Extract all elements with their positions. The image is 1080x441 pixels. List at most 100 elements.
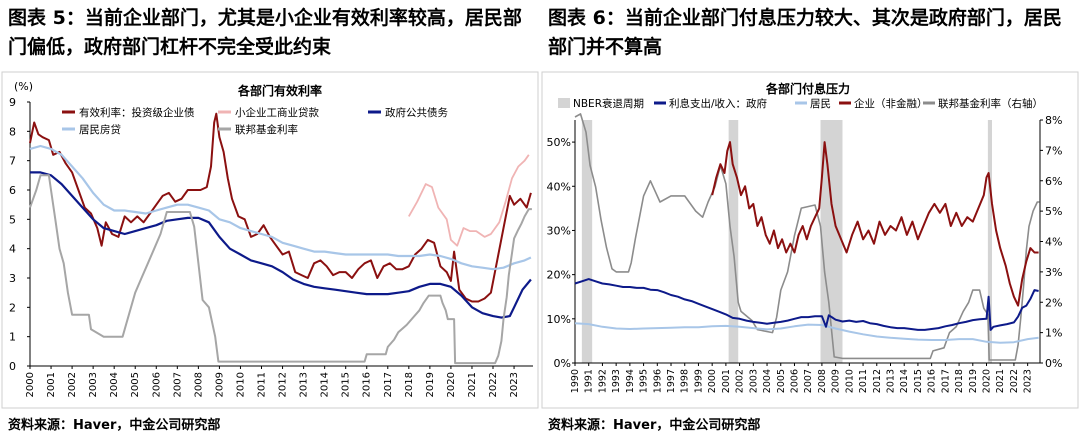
x-tick-label: 2016 bbox=[362, 372, 373, 397]
x-tick-label: 1992 bbox=[597, 369, 608, 393]
x-tick-label: 2018 bbox=[954, 369, 965, 393]
x-tick-label: 2022 bbox=[488, 372, 499, 397]
x-tick-label: 1996 bbox=[652, 369, 663, 393]
series-line bbox=[711, 141, 1039, 307]
y-tick-label: 0 bbox=[9, 360, 16, 373]
y-tick-label: 3 bbox=[9, 272, 16, 285]
x-tick-label: 2021 bbox=[995, 369, 1006, 393]
x-tick-label: 1994 bbox=[625, 369, 636, 393]
figure-6-title: 图表 6：当前企业部门付息压力较大、其次是政府部门，居民部门并不算高 bbox=[548, 7, 1062, 58]
x-tick-label: 2006 bbox=[789, 369, 800, 393]
x-tick-label: 2002 bbox=[735, 369, 746, 393]
x-tick-label: 2001 bbox=[46, 372, 57, 397]
x-tick-label: 2011 bbox=[257, 372, 268, 397]
legend-label: 联邦基金利率 bbox=[235, 123, 298, 136]
recession-band bbox=[820, 120, 843, 363]
x-tick-label: 2013 bbox=[885, 369, 896, 393]
recession-band bbox=[987, 120, 992, 363]
chart-2-title: 各部门付息压力 bbox=[765, 81, 850, 96]
right-tick-label: 7% bbox=[1045, 144, 1062, 157]
y-tick-label: 5 bbox=[9, 213, 16, 226]
left-tick-label: 0% bbox=[554, 357, 571, 370]
x-tick-label: 2005 bbox=[776, 369, 787, 393]
x-tick-label: 1993 bbox=[611, 369, 622, 393]
x-tick-label: 2015 bbox=[913, 369, 924, 393]
y-tick-label: 8 bbox=[9, 125, 16, 138]
chart-1-frame bbox=[1, 71, 539, 409]
y-tick-label: 7 bbox=[9, 155, 16, 168]
legend-label: 企业（非金融） bbox=[854, 97, 928, 110]
x-tick-label: 1999 bbox=[693, 369, 704, 393]
x-tick-label: 2012 bbox=[278, 372, 289, 397]
x-tick-label: 2012 bbox=[872, 369, 883, 393]
y-axis-unit-label: (%) bbox=[14, 80, 33, 93]
x-tick-label: 2001 bbox=[721, 369, 732, 393]
legend-label: 有效利率：投资级企业债 bbox=[79, 106, 195, 119]
x-tick-label: 2009 bbox=[831, 369, 842, 393]
right-tick-label: 4% bbox=[1045, 236, 1062, 249]
legend-label: NBER衰退周期 bbox=[573, 97, 644, 110]
right-tick-label: 0% bbox=[1045, 357, 1062, 370]
x-tick-label: 2022 bbox=[1009, 369, 1020, 393]
x-tick-label: 1990 bbox=[570, 369, 581, 393]
legend-label: 居民 bbox=[810, 98, 831, 110]
x-tick-label: 2004 bbox=[109, 372, 120, 397]
legend-label: 小企业工商业贷款 bbox=[235, 106, 319, 119]
x-tick-label: 2003 bbox=[748, 369, 759, 393]
x-tick-label: 2010 bbox=[235, 372, 246, 397]
x-tick-label: 1997 bbox=[666, 369, 677, 393]
x-tick-label: 2008 bbox=[817, 369, 828, 393]
x-tick-label: 2004 bbox=[762, 369, 773, 393]
y-tick-label: 2 bbox=[9, 301, 16, 314]
x-tick-label: 2020 bbox=[982, 369, 993, 393]
x-tick-label: 1998 bbox=[680, 369, 691, 393]
x-tick-label: 2019 bbox=[968, 369, 979, 393]
legend-label: 政府公共债务 bbox=[385, 106, 448, 119]
right-tick-label: 6% bbox=[1045, 175, 1062, 188]
x-tick-label: 2016 bbox=[927, 369, 938, 393]
series-line bbox=[30, 171, 532, 319]
left-tick-label: 30% bbox=[547, 224, 571, 237]
x-tick-label: 2011 bbox=[858, 369, 869, 393]
x-tick-label: 2013 bbox=[299, 372, 310, 397]
series-line bbox=[574, 278, 1039, 331]
x-tick-label: 2009 bbox=[214, 372, 225, 397]
left-tick-label: 50% bbox=[547, 136, 571, 149]
x-tick-label: 2014 bbox=[899, 369, 910, 393]
x-tick-label: 2020 bbox=[446, 372, 457, 397]
y-tick-label: 4 bbox=[9, 243, 16, 256]
x-tick-label: 2017 bbox=[940, 369, 951, 393]
x-tick-label: 2007 bbox=[803, 369, 814, 393]
figure-5-title: 图表 5：当前企业部门，尤其是小企业有效利率较高，居民部门偏低，政府部门杠杆不完… bbox=[8, 7, 522, 58]
left-tick-label: 20% bbox=[547, 269, 571, 282]
x-tick-label: 2014 bbox=[320, 372, 331, 397]
x-tick-label: 2023 bbox=[509, 372, 520, 397]
x-tick-label: 2006 bbox=[151, 372, 162, 397]
right-tick-label: 1% bbox=[1045, 327, 1062, 340]
x-tick-label: 2007 bbox=[172, 372, 183, 397]
recession-band bbox=[581, 120, 593, 363]
recession-band bbox=[728, 120, 739, 363]
left-tick-label: 40% bbox=[547, 180, 571, 193]
legend-swatch bbox=[558, 98, 570, 108]
y-tick-label: 9 bbox=[9, 96, 16, 109]
x-tick-label: 2005 bbox=[130, 372, 141, 397]
figure-5-source: 资料来源：Haver，中金公司研究部 bbox=[8, 418, 221, 433]
y-tick-label: 6 bbox=[9, 184, 16, 197]
legend-label: 居民房贷 bbox=[79, 123, 121, 136]
x-tick-label: 2021 bbox=[467, 372, 478, 397]
x-tick-label: 2019 bbox=[425, 372, 436, 397]
x-tick-label: 2008 bbox=[193, 372, 204, 397]
y-tick-label: 1 bbox=[9, 331, 16, 344]
x-tick-label: 2000 bbox=[25, 372, 36, 397]
right-tick-label: 5% bbox=[1045, 205, 1062, 218]
series-line bbox=[574, 322, 1039, 344]
x-tick-label: 2002 bbox=[67, 372, 78, 397]
series-line bbox=[408, 154, 530, 247]
left-tick-label: 10% bbox=[547, 313, 571, 326]
right-tick-label: 2% bbox=[1045, 296, 1062, 309]
series-line bbox=[29, 174, 532, 365]
x-tick-label: 2010 bbox=[844, 369, 855, 393]
